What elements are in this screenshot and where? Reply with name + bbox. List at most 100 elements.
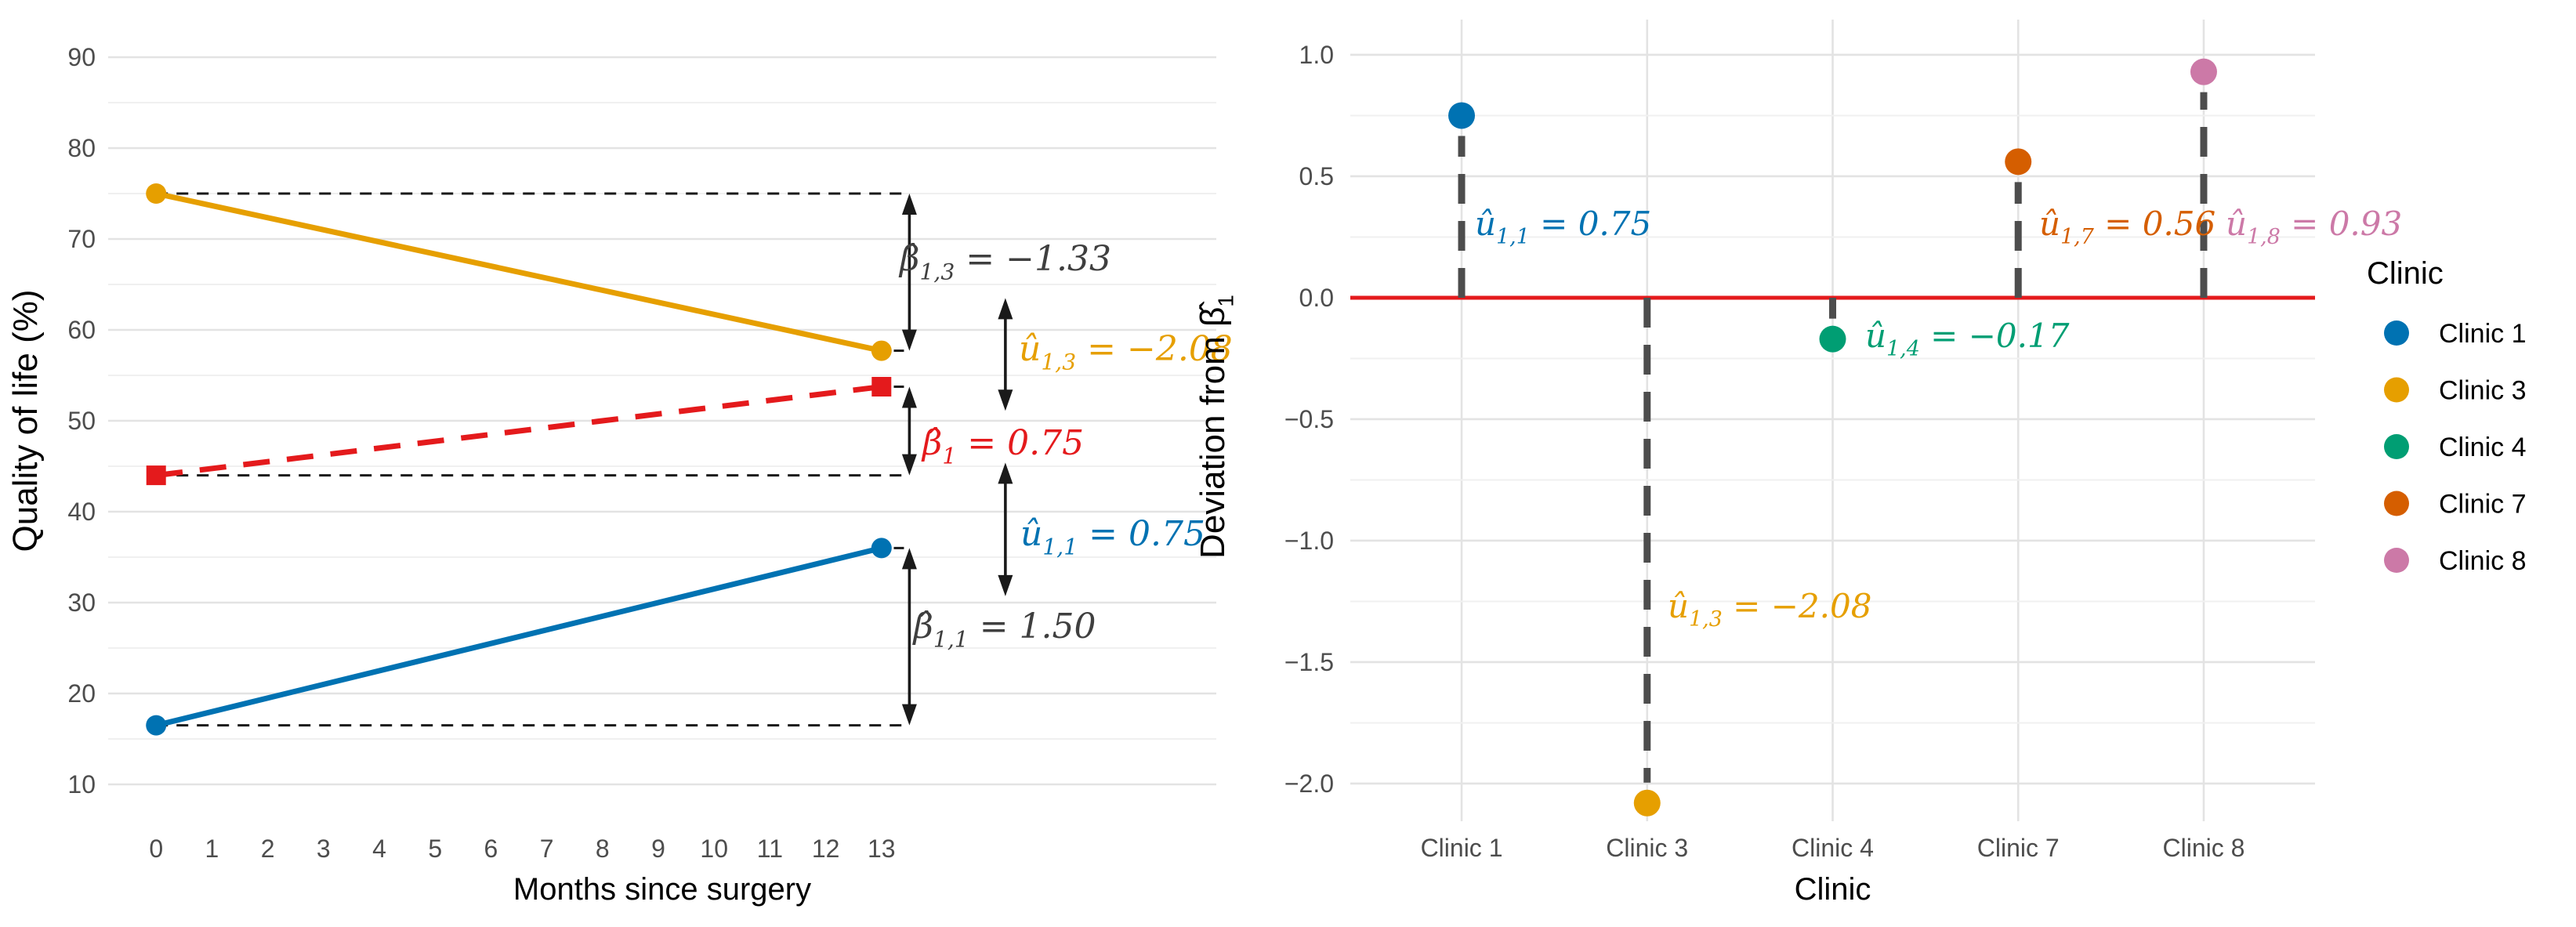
u-1-3-arrow-head-up (998, 298, 1013, 320)
population-slope-line-marker-1 (871, 377, 892, 397)
right-u-1-4-label-sub: 1,4 (1886, 337, 1920, 361)
beta-1-3-arrow-head-down (901, 329, 917, 351)
right-y-tick-label-2: 0.0 (1299, 284, 1334, 312)
left-y-tick-label-1: 20 (67, 679, 96, 708)
beta-1-1-label-sub: 1,1 (933, 626, 969, 652)
legend-item-label: Clinic 8 (2439, 546, 2526, 576)
left-y-tick-label-7: 80 (67, 134, 96, 162)
u-1-3-label-lead: û (1019, 329, 1041, 369)
u-1-3-label-rest: = −2.08 (1076, 329, 1233, 369)
right-u-1-3-label-sub: 1,3 (1689, 607, 1723, 632)
left-y-tick-label-4: 50 (67, 407, 96, 435)
right-u-1-7-label-sub: 1,7 (2060, 225, 2095, 249)
beta-1-arrow-head-up (901, 386, 917, 408)
u-1-3-label: û1,3 = −2.08 (1019, 329, 1233, 375)
left-x-tick-label-7: 7 (540, 835, 554, 863)
beta-1-3-label-lead: β̂ (898, 239, 919, 279)
right-u-1-3-label-lead: û (1668, 587, 1689, 625)
legend-swatch-icon (2384, 491, 2409, 516)
beta-1-1-arrow-head-up (901, 548, 917, 570)
left-x-tick-label-9: 9 (651, 835, 665, 863)
right-u-1-3-label: û1,3 = −2.08 (1668, 587, 1871, 632)
legend-item-clinic-1: Clinic 1 (2384, 319, 2526, 349)
left-x-tick-label-4: 4 (372, 835, 386, 863)
legend-swatch-icon (2384, 548, 2409, 573)
right-x-tick-label-2: Clinic 4 (1792, 834, 1874, 862)
left-y-axis-title: Quality of life (%) (6, 290, 45, 552)
u-1-1-label-rest: = 0.75 (1078, 514, 1205, 554)
left-y-tick-label-8: 90 (67, 43, 96, 71)
beta-1-3-label-sub: 1,3 (919, 259, 955, 284)
legend-item-label: Clinic 7 (2439, 490, 2526, 520)
legend-item-label: Clinic 3 (2439, 376, 2526, 406)
left-x-tick-label-10: 10 (700, 835, 728, 863)
right-y-tick-label-4: −1.0 (1284, 527, 1334, 555)
left-x-tick-label-5: 5 (428, 835, 442, 863)
legend-swatch-icon (2384, 377, 2409, 403)
right-u-1-1-label: û1,1 = 0.75 (1475, 205, 1651, 249)
right-u-1-1-label-sub: 1,1 (1496, 225, 1530, 249)
beta-1-3-arrow (901, 194, 917, 351)
right-y-axis-title-lead: Deviation from β̂ (1194, 301, 1232, 559)
right-u-1-7-label-rest: = 0.56 (2094, 205, 2216, 243)
right-x-axis-title: Clinic (1795, 872, 1871, 907)
beta-1-3-label: β̂1,3 = −1.33 (898, 239, 1111, 284)
right-y-tick-label-6: −2.0 (1284, 769, 1334, 798)
beta-1-arrow (901, 386, 917, 476)
right-x-tick-label-1: Clinic 3 (1606, 834, 1688, 862)
u-1-1-label: û1,1 = 0.75 (1020, 514, 1205, 559)
clinic-1-slope-line-marker-1 (871, 538, 892, 559)
left-x-tick-label-11: 11 (757, 835, 783, 863)
right-u-1-7-label-lead: û (2039, 205, 2060, 243)
right-y-tick-label-1: 0.5 (1299, 162, 1334, 190)
right-u-1-8-label-sub: 1,8 (2247, 225, 2281, 249)
legend: Clinic Clinic 1 Clinic 3 Clinic 4 Clinic 7 Cl… (2367, 256, 2526, 576)
beta-1-arrow-head-down (901, 454, 917, 476)
left-y-tick-label-6: 70 (67, 225, 96, 253)
right-u-1-7-label: û1,7 = 0.56 (2039, 205, 2216, 249)
u-1-1-label-sub: 1,1 (1042, 534, 1078, 559)
population-slope-line (155, 384, 882, 479)
left-x-tick-label-0: 0 (149, 835, 163, 863)
clinic-3-slope-line-marker-0 (146, 183, 167, 204)
clinic-3-slope-line (155, 190, 882, 353)
right-y-axis-title: Deviation from β̂1 (1194, 295, 1237, 559)
beta-1-3-arrow-head-up (901, 194, 917, 215)
dot-clinic-1 (1448, 102, 1476, 129)
beta-1-1-label-lead: β̂ (911, 607, 933, 646)
right-u-1-8-label-lead: û (2226, 205, 2247, 243)
legend-item-clinic-3: Clinic 3 (2384, 376, 2526, 406)
right-u-1-4-label: û1,4 = −0.17 (1865, 317, 2070, 361)
left-x-tick-label-2: 2 (261, 835, 275, 863)
legend-item-clinic-8: Clinic 8 (2384, 546, 2526, 576)
beta-1-1-arrow-head-down (901, 704, 917, 726)
beta-1-1-label-rest: = 1.50 (969, 607, 1096, 646)
dot-clinic-8 (2190, 58, 2217, 85)
beta-1-label-sub: 1 (942, 443, 956, 469)
right-u-1-3-label-rest: = −2.08 (1723, 587, 1872, 625)
u-1-1-label-lead: û (1020, 514, 1042, 554)
legend-swatch-icon (2384, 320, 2409, 346)
u-1-3-arrow (998, 298, 1013, 411)
clinic-1-slope-line (155, 545, 882, 728)
left-y-tick-label-5: 60 (67, 316, 96, 344)
right-x-tick-label-4: Clinic 8 (2163, 834, 2245, 862)
beta-1-1-arrow (901, 548, 917, 726)
legend-item-clinic-4: Clinic 4 (2384, 433, 2526, 462)
left-x-tick-label-3: 3 (317, 835, 331, 863)
beta-1-label: β̂1 = 0.75 (921, 423, 1084, 469)
left-y-tick-label-2: 30 (67, 588, 96, 617)
left-x-tick-label-6: 6 (484, 835, 498, 863)
right-x-tick-label-3: Clinic 7 (1977, 834, 2060, 862)
u-1-1-arrow-head-up (998, 462, 1013, 484)
u-1-1-arrow (998, 462, 1013, 596)
u-1-1-arrow-head-down (998, 574, 1013, 596)
dot-clinic-3 (1633, 789, 1661, 817)
population-slope-line-marker-0 (146, 465, 166, 486)
left-x-tick-label-13: 13 (868, 835, 896, 863)
left-x-tick-label-12: 12 (812, 835, 840, 863)
beta-1-label-rest: = 0.75 (956, 423, 1084, 463)
